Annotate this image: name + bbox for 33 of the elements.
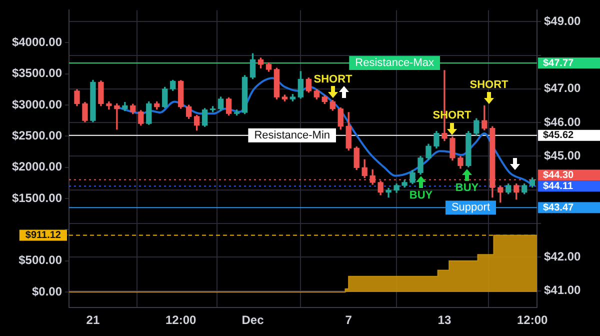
ref-line-label: Resistance-Min	[254, 129, 330, 142]
y-tick-label: $4000.00	[12, 34, 62, 49]
annotation: SHORT	[314, 73, 353, 86]
y-tick-label: $3500.00	[12, 66, 62, 80]
ref-line-label: Resistance-Max	[355, 57, 434, 70]
y-tick-label: $500.00	[18, 253, 62, 268]
y2-tick-label: $44.30	[543, 170, 574, 181]
annotation: BUY	[455, 182, 480, 194]
y-tick-label: $0.00	[32, 284, 62, 298]
y-tick-label: $2500.00	[12, 128, 62, 142]
y-tick-label: $911.12	[25, 230, 62, 241]
x-tick-label: Dec	[242, 313, 264, 328]
x-tick-label: 7	[345, 313, 352, 328]
y-tick-label: $1500.00	[12, 190, 62, 205]
y-tick-label: $3000.00	[12, 97, 62, 112]
annotation: SHORT	[470, 78, 509, 91]
y2-tick-label: $47.77	[543, 58, 574, 69]
y2-tick-label: $45.00	[544, 148, 582, 163]
x-tick-label: 21	[86, 313, 100, 328]
y2-tick-label: $43.47	[543, 202, 574, 214]
y2-tick-label: $49.00	[544, 14, 582, 28]
y-tick-label: $2000.00	[12, 160, 62, 174]
x-tick-label: 13	[438, 313, 452, 328]
annotation: BUY	[409, 189, 434, 202]
x-tick-label: 12:00	[165, 313, 197, 328]
y2-tick-label: $42.00	[544, 249, 582, 264]
y2-tick-label: $45.62	[543, 130, 574, 142]
x-tick-label: 12:00	[516, 313, 548, 328]
y2-tick-label: $46.00	[544, 114, 582, 129]
ref-line-label: Support	[451, 202, 490, 214]
y2-tick-label: $47.00	[544, 81, 582, 96]
y2-tick-label: $44.11	[543, 180, 574, 192]
y2-tick-label: $41.00	[544, 283, 582, 298]
